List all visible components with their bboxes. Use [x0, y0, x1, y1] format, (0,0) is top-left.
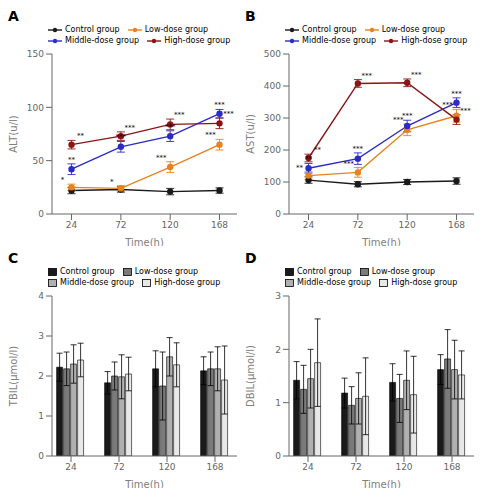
svg-text:***: ***	[353, 145, 364, 153]
svg-text:**: **	[296, 164, 304, 172]
svg-text:Time(h): Time(h)	[361, 237, 401, 246]
svg-text:0: 0	[275, 209, 281, 219]
svg-text:***: ***	[125, 124, 136, 132]
svg-text:1: 1	[275, 398, 281, 408]
svg-text:300: 300	[264, 113, 281, 123]
html-text:High-dose group: High-dose group	[154, 278, 221, 287]
html-text:High-dose group: High-dose group	[164, 36, 231, 45]
svg-text:4: 4	[38, 291, 44, 301]
svg-text:***: ***	[442, 101, 453, 109]
svg-text:168: 168	[443, 462, 460, 472]
svg-text:Time(h): Time(h)	[124, 237, 164, 246]
svg-text:*: *	[61, 176, 65, 184]
html-text:Control group: Control group	[65, 25, 120, 34]
html-text:Low-dose group: Low-dose group	[381, 25, 446, 34]
html-text:Low-dose group: Low-dose group	[134, 267, 199, 276]
svg-text:Time(h): Time(h)	[124, 479, 164, 488]
svg-text:500: 500	[264, 49, 281, 59]
html-text:Low-dose group: Low-dose group	[371, 267, 436, 276]
html-text:Control group: Control group	[60, 267, 115, 276]
svg-text:168: 168	[448, 220, 465, 230]
svg-text:Time(h): Time(h)	[361, 479, 401, 488]
svg-text:***: ***	[460, 107, 471, 115]
html-text:High-dose group: High-dose group	[401, 36, 468, 45]
svg-text:***: ***	[214, 101, 225, 109]
svg-text:2: 2	[38, 371, 44, 381]
svg-text:24: 24	[302, 462, 314, 472]
svg-text:72: 72	[115, 220, 126, 230]
svg-text:24: 24	[66, 220, 78, 230]
html-text:Low-dose group: Low-dose group	[144, 25, 209, 34]
svg-text:120: 120	[158, 462, 175, 472]
html-text:Middle-dose group: Middle-dose group	[65, 36, 140, 45]
svg-text:**: **	[77, 132, 85, 140]
svg-text:***: ***	[174, 111, 185, 119]
svg-text:**: **	[305, 155, 313, 163]
svg-text:120: 120	[395, 462, 412, 472]
svg-text:120: 120	[399, 220, 416, 230]
svg-text:72: 72	[352, 220, 363, 230]
svg-text:100: 100	[27, 103, 44, 113]
svg-text:ALT(u/l): ALT(u/l)	[8, 115, 19, 153]
svg-text:168: 168	[206, 462, 223, 472]
svg-text:100: 100	[264, 177, 281, 187]
svg-text:**: **	[68, 156, 76, 164]
svg-text:400: 400	[264, 81, 281, 91]
html-text:Middle-dose group: Middle-dose group	[302, 36, 377, 45]
html-text:B: B	[245, 8, 256, 24]
html-text:A: A	[8, 8, 19, 24]
svg-text:***: ***	[411, 71, 422, 79]
html-text:Middle-dose group: Middle-dose group	[297, 278, 372, 287]
svg-text:0: 0	[275, 451, 281, 461]
svg-text:DBIL(μmol/l): DBIL(μmol/l)	[245, 345, 256, 407]
svg-text:50: 50	[33, 156, 45, 166]
svg-text:24: 24	[303, 220, 315, 230]
svg-text:***: ***	[156, 154, 167, 162]
svg-text:0: 0	[38, 451, 44, 461]
svg-text:168: 168	[211, 220, 228, 230]
svg-text:72: 72	[350, 462, 361, 472]
svg-text:**: **	[314, 146, 322, 154]
html-text:Middle-dose group: Middle-dose group	[60, 278, 135, 287]
svg-text:150: 150	[27, 49, 44, 59]
svg-text:AST(u/l): AST(u/l)	[245, 114, 256, 154]
html-text:Control group: Control group	[302, 25, 357, 34]
svg-text:0: 0	[38, 209, 44, 219]
html-text:C: C	[8, 250, 19, 266]
svg-text:3: 3	[38, 331, 44, 341]
svg-text:200: 200	[264, 145, 281, 155]
svg-text:***: ***	[223, 110, 234, 118]
svg-text:72: 72	[113, 462, 124, 472]
svg-text:***: ***	[451, 90, 462, 98]
svg-text:*: *	[110, 178, 114, 186]
svg-text:***: ***	[344, 160, 355, 168]
html-text:D: D	[245, 250, 257, 266]
html-text:High-dose group: High-dose group	[391, 278, 458, 287]
svg-text:TBIL(μmol/l): TBIL(μmol/l)	[8, 346, 19, 408]
svg-text:3: 3	[275, 291, 281, 301]
html-text:Control group: Control group	[297, 267, 352, 276]
svg-text:***: ***	[116, 133, 127, 141]
svg-text:***: ***	[362, 72, 373, 80]
svg-text:***: ***	[205, 131, 216, 139]
svg-text:1: 1	[38, 411, 44, 421]
svg-text:***: ***	[402, 112, 413, 120]
svg-text:24: 24	[65, 462, 77, 472]
svg-text:2: 2	[275, 345, 281, 355]
svg-text:120: 120	[162, 220, 179, 230]
svg-text:***: ***	[165, 123, 176, 131]
